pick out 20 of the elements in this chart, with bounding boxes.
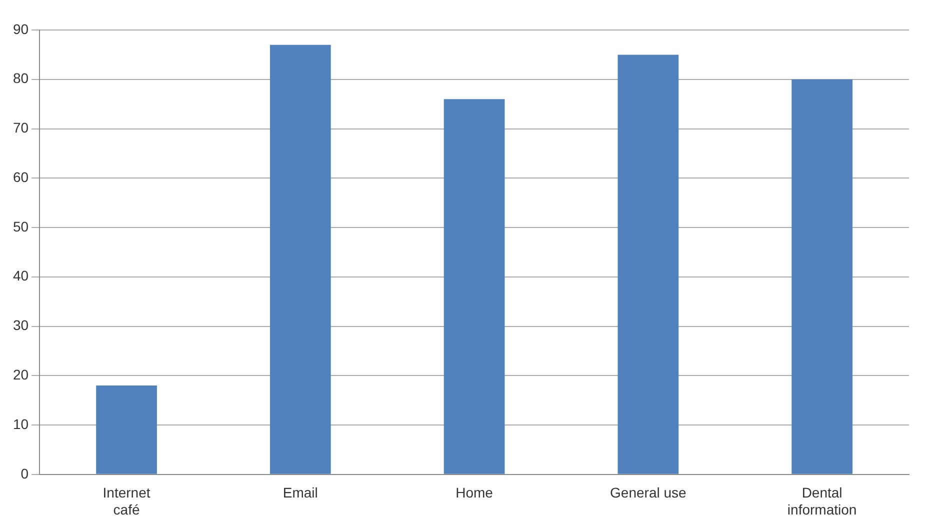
y-tick-label: 0 [20, 465, 29, 482]
bar [270, 44, 331, 474]
y-tick-label: 40 [12, 268, 29, 284]
x-tick-label: Internet café [102, 484, 150, 518]
x-tick-label: Email [282, 484, 318, 501]
y-tick-label: 20 [12, 366, 29, 383]
x-tick-label: General use [610, 484, 687, 501]
y-tick-label: 10 [12, 416, 29, 432]
x-tick-label: Dental information [787, 484, 857, 518]
bar [618, 54, 679, 474]
x-tick-label: Home [456, 484, 494, 501]
y-tick-label: 80 [12, 70, 29, 86]
bar [792, 79, 852, 474]
bar [444, 99, 505, 474]
y-tick-label: 70 [12, 120, 29, 136]
y-tick-label: 30 [12, 317, 29, 334]
y-tick-label: 90 [12, 20, 29, 37]
y-tick-label: 60 [12, 168, 29, 185]
y-tick-label: 50 [12, 218, 29, 234]
bar [96, 386, 157, 474]
